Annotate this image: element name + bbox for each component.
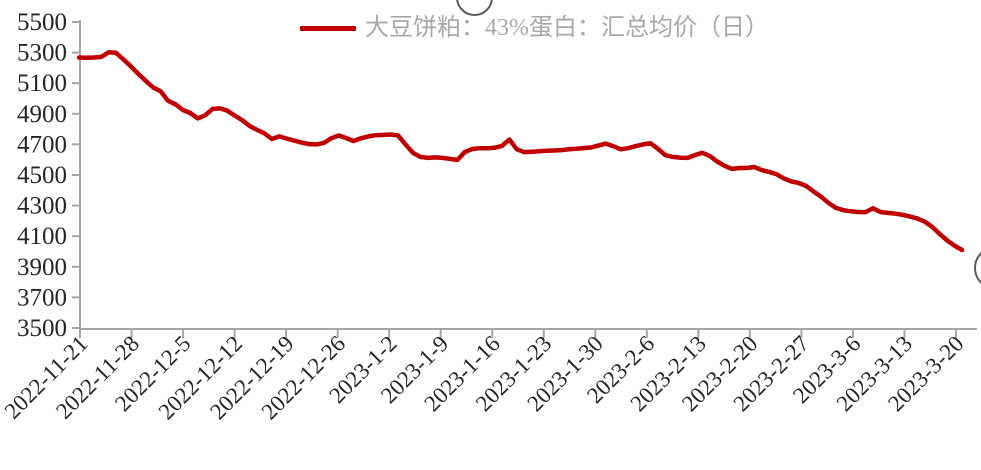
legend-line-marker bbox=[300, 25, 356, 31]
y-axis-label: 5100 bbox=[17, 70, 67, 97]
y-axis-label: 3700 bbox=[17, 284, 67, 311]
y-axis-label: 4100 bbox=[17, 223, 67, 250]
legend: 大豆饼粕：43%蛋白：汇总均价（日） bbox=[300, 14, 769, 43]
y-axis-label: 5500 bbox=[17, 9, 67, 36]
y-axis-label: 4300 bbox=[17, 193, 67, 220]
y-axis-label: 4500 bbox=[17, 162, 67, 189]
legend-label: 大豆饼粕：43%蛋白：汇总均价（日） bbox=[365, 15, 769, 41]
price-line bbox=[76, 50, 965, 253]
y-axis-label: 3500 bbox=[17, 315, 67, 342]
y-axis-label: 5300 bbox=[17, 40, 67, 67]
y-axis-label: 4900 bbox=[17, 101, 67, 128]
y-axis-label: 4700 bbox=[17, 131, 67, 158]
y-axis-label: 3900 bbox=[17, 254, 67, 281]
